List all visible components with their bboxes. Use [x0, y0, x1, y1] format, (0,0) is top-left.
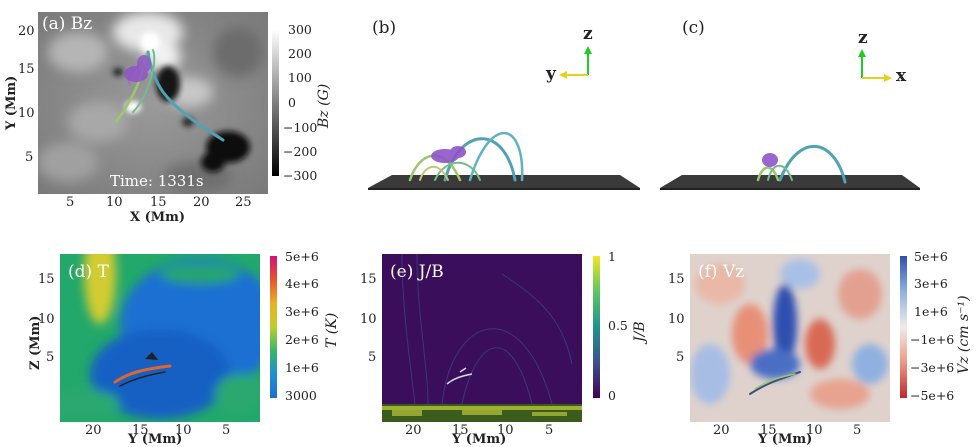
panel-d-ytick: 5 [46, 350, 55, 365]
panel-f-cbtick: −1e+6 [910, 332, 955, 347]
panel-f-label: (f) Vz [698, 262, 745, 282]
panel-c-label: (c) [682, 18, 705, 38]
panel-a-xtick: 15 [150, 195, 167, 210]
panel-f-xtick: 20 [713, 423, 730, 438]
panel-a-cbtick: 200 [288, 46, 312, 61]
panel-e-cbtick: 0.5 [608, 318, 628, 333]
current-density-slice [382, 254, 582, 422]
panel-e-ytick: 15 [360, 272, 377, 287]
panel-d-cbtick: 1e+6 [285, 360, 319, 375]
panel-f-ytick: 10 [668, 312, 685, 327]
panel-f-xtick: 10 [806, 423, 823, 438]
panel-e-cbtick: 0 [608, 388, 616, 403]
panel-e-colorbar [593, 256, 600, 398]
vz-map-graphic [690, 254, 890, 422]
panel-d-cbtick: 5e+6 [285, 249, 319, 264]
panel-a-cbtick: 300 [288, 22, 312, 37]
panel-d-cbtick: 3e+6 [285, 304, 319, 319]
panel-a-xtick: 20 [193, 195, 210, 210]
temperature-map-graphic [60, 254, 260, 422]
panel-b-axis-z: z [583, 24, 593, 44]
panel-a-cbtick: −300 [283, 168, 318, 183]
panel-f-ytick: 5 [676, 350, 685, 365]
panel-e-label: (e) J/B [390, 262, 444, 282]
bz-map-graphic [38, 12, 268, 194]
panel-a-ytick: 15 [18, 62, 35, 77]
panel-a-cbtick: −100 [283, 120, 318, 135]
panel-a-label: (a) Bz [42, 14, 93, 34]
panel-f-xlabel: Y (Mm) [758, 432, 813, 447]
panel-f-cbtick: −3e+6 [910, 360, 955, 375]
vertical-velocity-slice [690, 254, 890, 422]
panel-d-cbtick: 3000 [285, 388, 317, 403]
panel-e-ytick: 5 [368, 350, 377, 365]
panel-a-ytick: 5 [25, 150, 34, 165]
panel-d-ytick: 10 [38, 312, 55, 327]
panel-e-ytick: 10 [360, 312, 377, 327]
panel-e-xtick: 15 [452, 423, 469, 438]
panel-e-cbtick: 1 [608, 249, 616, 264]
panel-a-xtick: 25 [235, 195, 252, 210]
panel-f-ytick: 15 [668, 272, 685, 287]
panel-d-ylabel: Z (Mm) [28, 315, 43, 370]
panel-a-cbtick: 0 [288, 95, 296, 110]
panel-a-time: Time: 1331s [110, 172, 204, 190]
panel-b-axis-y: y [546, 64, 556, 84]
panel-a-colorbar [272, 30, 279, 176]
panel-c-axis-x: x [896, 66, 907, 86]
panel-e-xlabel: Y (Mm) [452, 432, 507, 447]
panel-b-3d-view [368, 46, 640, 190]
panel-d-ytick: 15 [38, 272, 55, 287]
panel-d-xtick: 5 [222, 423, 231, 438]
panel-e-xtick: 10 [497, 423, 514, 438]
panel-e-xtick: 5 [545, 423, 554, 438]
panel-d-xlabel: Y (Mm) [128, 432, 183, 447]
panel-d-cbar-label: T (K) [324, 312, 340, 348]
panel-f-cbtick: −5e+6 [910, 388, 955, 403]
panel-c-3d-view [660, 49, 920, 190]
panel-f-xtick: 5 [853, 423, 862, 438]
panel-f-cbtick: 3e+6 [914, 276, 948, 291]
panel-a-cbtick: 100 [288, 70, 312, 85]
panel-d-xtick: 15 [132, 423, 149, 438]
panel-d-cbtick: 2e+6 [285, 332, 319, 347]
panel-a-cbtick: −200 [283, 144, 318, 159]
panel-d-colorbar [270, 256, 277, 398]
panel-f-cbar-label: Vz (cm s⁻¹) [956, 295, 972, 374]
bz-magnetogram [38, 12, 268, 194]
panel-d-label: (d) T [68, 262, 109, 282]
panel-a-cbar-label: Bz (G) [316, 83, 332, 128]
panel-f-cbtick: 1e+6 [914, 304, 948, 319]
jb-map-graphic [382, 254, 582, 422]
panel-e-xtick: 20 [405, 423, 422, 438]
panel-a-xtick: 10 [106, 195, 123, 210]
panel-c-axis-z: z [858, 28, 868, 48]
temperature-slice [60, 254, 260, 422]
panel-a-xtick: 5 [66, 195, 75, 210]
panel-b-label: (b) [372, 18, 397, 38]
panel-d-xtick: 10 [175, 423, 192, 438]
panel-a-xlabel: X (Mm) [130, 210, 186, 225]
panel-f-xtick: 15 [760, 423, 777, 438]
panel-f-colorbar [900, 256, 907, 398]
panel-a-ytick: 20 [18, 24, 35, 39]
panel-e-cbar-label: J/B [632, 321, 648, 342]
panel-d-cbtick: 4e+6 [285, 276, 319, 291]
panel-a-ylabel: Y (Mm) [4, 75, 19, 130]
panel-f-cbtick: 5e+6 [914, 249, 948, 264]
panel-d-xtick: 20 [85, 423, 102, 438]
panel-a-ytick: 10 [18, 106, 35, 121]
